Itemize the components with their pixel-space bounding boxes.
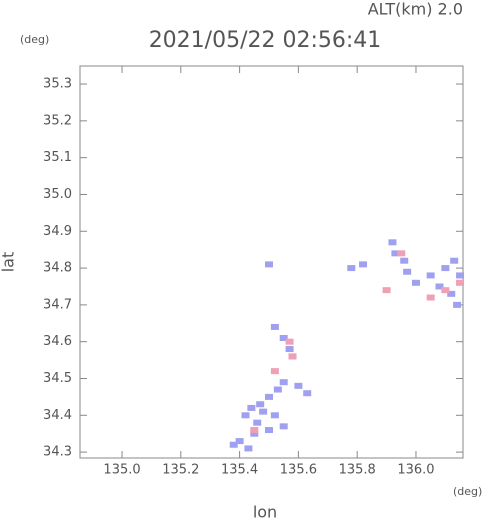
echo-cell: [435, 283, 444, 290]
echo-cell: [279, 379, 288, 386]
echo-cell: [279, 423, 288, 430]
x-tick-label: 135.4: [221, 463, 258, 478]
echo-cell: [279, 335, 288, 342]
echo-cell: [270, 323, 279, 330]
x-tick-label: 135.2: [162, 463, 199, 478]
echo-cell: [270, 368, 279, 375]
echo-cell: [347, 265, 356, 272]
echo-cell: [426, 272, 435, 279]
echo-cell: [285, 346, 294, 353]
echo-cell: [441, 265, 450, 272]
y-unit: (deg): [20, 33, 49, 46]
echo-cell: [426, 294, 435, 301]
y-tick-label: 34.7: [43, 297, 72, 312]
echo-cell: [441, 287, 450, 294]
y-axis-label: lat: [0, 252, 18, 273]
echo-cell: [303, 390, 312, 397]
echo-cell: [265, 393, 274, 400]
echo-cell: [391, 250, 400, 257]
echo-cell: [241, 412, 250, 419]
y-tick-label: 35.0: [43, 187, 72, 202]
chart-title: 2021/05/22 02:56:41: [149, 28, 382, 53]
echo-cell: [397, 250, 406, 257]
y-tick-label: 34.9: [43, 224, 72, 239]
echo-cell: [273, 386, 282, 393]
echo-cell: [259, 408, 268, 415]
echo-cell: [447, 290, 456, 297]
echo-cell: [388, 239, 397, 246]
echo-cell: [265, 261, 274, 268]
echo-cell: [250, 427, 259, 434]
x-tick-label: 135.0: [103, 463, 140, 478]
echo-cell: [450, 257, 459, 264]
altitude-label: ALT(km) 2.0: [368, 0, 463, 19]
echo-cell: [250, 430, 259, 437]
echo-cell: [256, 401, 265, 408]
y-tick-label: 34.8: [43, 261, 72, 276]
x-axis-label: lon: [253, 503, 277, 521]
echo-cell: [400, 257, 409, 264]
echo-cell: [453, 301, 462, 308]
echo-cell: [288, 353, 297, 360]
echo-cell: [411, 279, 420, 286]
echo-cell: [235, 438, 244, 445]
echo-cell: [247, 404, 256, 411]
echo-cell: [265, 427, 274, 434]
y-tick-label: 35.2: [43, 113, 72, 128]
echo-cell: [253, 419, 262, 426]
echo-cell: [229, 441, 238, 448]
echo-cell: [403, 268, 412, 275]
x-tick-label: 135.6: [280, 463, 317, 478]
echo-cell: [456, 272, 465, 279]
echo-cell: [294, 382, 303, 389]
x-unit: (deg): [453, 485, 482, 498]
y-tick-label: 34.6: [43, 334, 72, 349]
x-tick-label: 135.8: [339, 463, 376, 478]
echo-cell: [456, 279, 465, 286]
echo-cell: [359, 261, 368, 268]
echo-cell: [270, 412, 279, 419]
y-tick-label: 34.3: [43, 445, 72, 460]
plot-frame: [79, 65, 464, 459]
echo-cell: [244, 445, 253, 452]
x-tick-label: 136.0: [397, 463, 434, 478]
y-tick-label: 35.3: [43, 77, 72, 92]
echo-cell: [382, 287, 391, 294]
y-tick-label: 34.4: [43, 408, 72, 423]
y-tick-label: 34.5: [43, 371, 72, 386]
echo-cell: [285, 338, 294, 345]
y-tick-label: 35.1: [43, 150, 72, 165]
